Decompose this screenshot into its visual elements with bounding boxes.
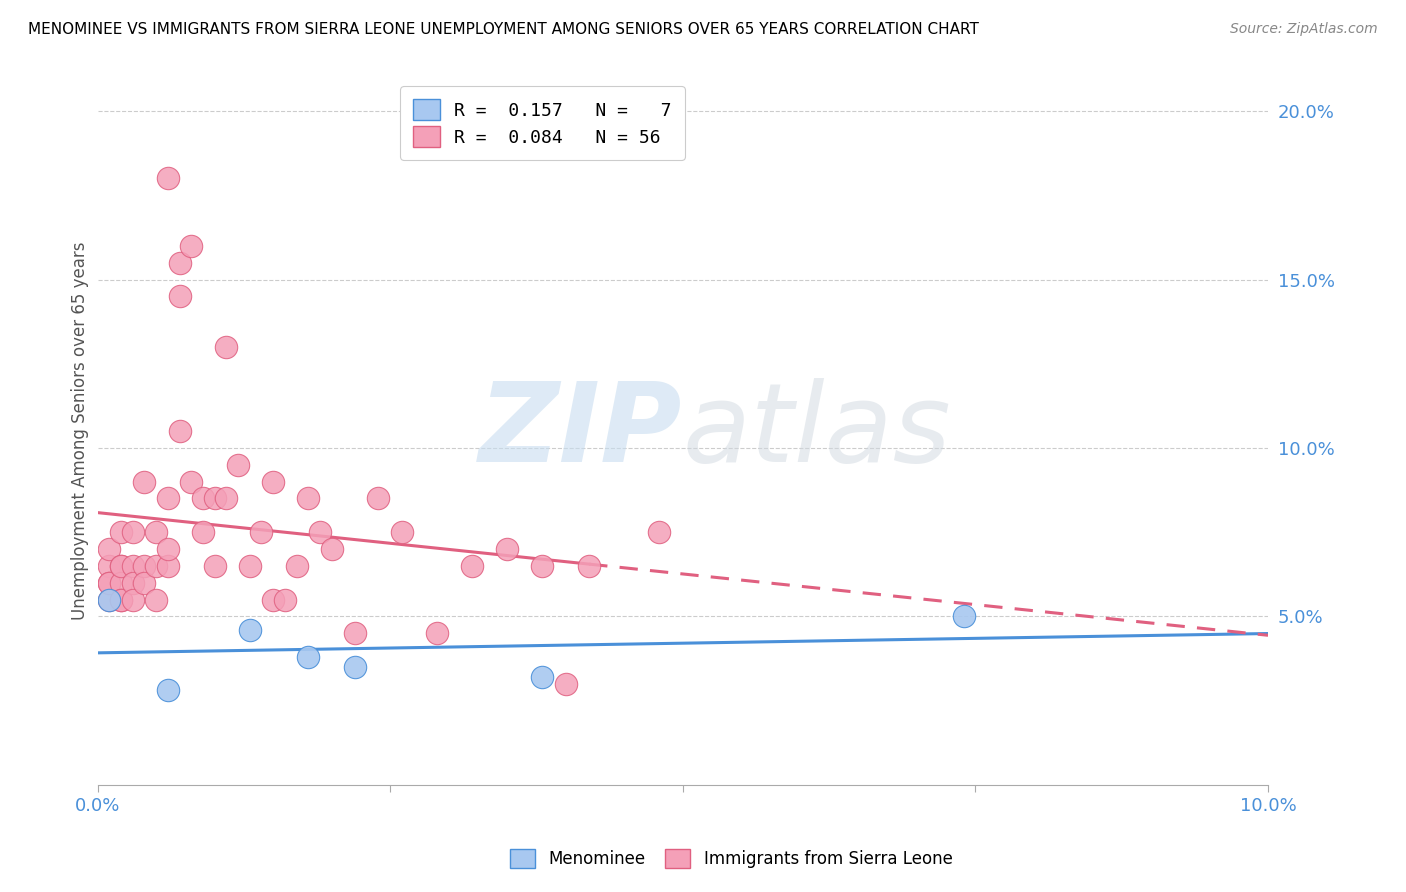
Point: [239, 623, 262, 637]
Point: [554, 676, 576, 690]
Point: [145, 592, 167, 607]
Text: ZIP: ZIP: [479, 377, 683, 484]
Point: [134, 558, 156, 573]
Point: [98, 592, 121, 607]
Point: [156, 558, 179, 573]
Point: [344, 660, 367, 674]
Point: [648, 525, 671, 540]
Text: atlas: atlas: [683, 377, 952, 484]
Point: [121, 558, 143, 573]
Text: Source: ZipAtlas.com: Source: ZipAtlas.com: [1230, 22, 1378, 37]
Point: [121, 592, 143, 607]
Point: [204, 558, 226, 573]
Point: [110, 592, 132, 607]
Point: [226, 458, 249, 472]
Point: [156, 683, 179, 698]
Point: [145, 558, 167, 573]
Y-axis label: Unemployment Among Seniors over 65 years: Unemployment Among Seniors over 65 years: [72, 242, 89, 620]
Point: [110, 575, 132, 590]
Point: [169, 289, 191, 303]
Point: [191, 525, 214, 540]
Point: [98, 575, 121, 590]
Point: [156, 491, 179, 506]
Point: [952, 609, 974, 624]
Legend: Menominee, Immigrants from Sierra Leone: Menominee, Immigrants from Sierra Leone: [503, 842, 959, 875]
Point: [285, 558, 308, 573]
Point: [110, 558, 132, 573]
Point: [156, 541, 179, 556]
Point: [98, 592, 121, 607]
Point: [344, 626, 367, 640]
Point: [180, 475, 202, 489]
Point: [134, 575, 156, 590]
Point: [321, 541, 343, 556]
Point: [204, 491, 226, 506]
Point: [531, 558, 554, 573]
Point: [274, 592, 297, 607]
Point: [262, 592, 284, 607]
Point: [98, 541, 121, 556]
Point: [134, 475, 156, 489]
Point: [110, 525, 132, 540]
Point: [215, 491, 238, 506]
Point: [309, 525, 332, 540]
Point: [169, 255, 191, 269]
Point: [367, 491, 389, 506]
Point: [145, 525, 167, 540]
Point: [578, 558, 600, 573]
Point: [297, 649, 319, 664]
Point: [496, 541, 519, 556]
Text: MENOMINEE VS IMMIGRANTS FROM SIERRA LEONE UNEMPLOYMENT AMONG SENIORS OVER 65 YEA: MENOMINEE VS IMMIGRANTS FROM SIERRA LEON…: [28, 22, 979, 37]
Point: [461, 558, 484, 573]
Point: [262, 475, 284, 489]
Point: [98, 558, 121, 573]
Point: [121, 575, 143, 590]
Point: [121, 525, 143, 540]
Point: [156, 171, 179, 186]
Point: [191, 491, 214, 506]
Point: [239, 558, 262, 573]
Legend: R =  0.157   N =   7, R =  0.084   N = 56: R = 0.157 N = 7, R = 0.084 N = 56: [401, 87, 685, 160]
Point: [180, 239, 202, 253]
Point: [215, 340, 238, 354]
Point: [110, 592, 132, 607]
Point: [531, 670, 554, 684]
Point: [110, 558, 132, 573]
Point: [391, 525, 413, 540]
Point: [426, 626, 449, 640]
Point: [169, 424, 191, 438]
Point: [98, 575, 121, 590]
Point: [297, 491, 319, 506]
Point: [250, 525, 273, 540]
